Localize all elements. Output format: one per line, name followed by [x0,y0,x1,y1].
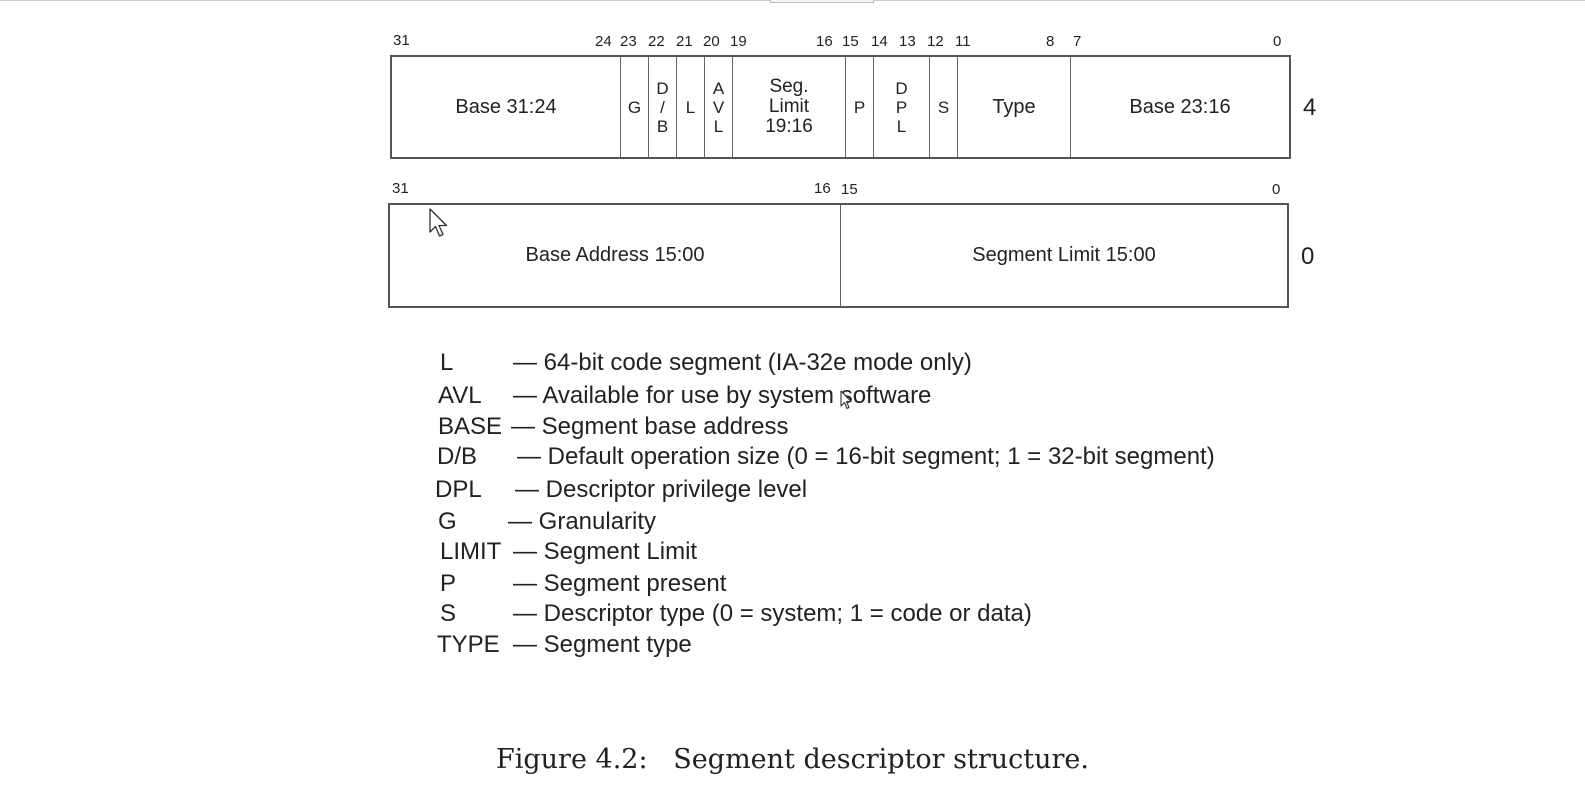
field-label-char: V [712,97,725,117]
bit-label: 21 [676,33,693,50]
field-avl: A V L [704,57,732,157]
field-label-char: D [895,78,908,98]
viewer-scroll-tab[interactable] [770,0,874,3]
field-label-char: P [895,97,908,117]
field-s: S [929,57,957,157]
bit-label: 13 [899,33,916,50]
legend-desc: — Segment present [513,570,727,597]
field-dpl: D P L [873,57,929,157]
legend-item: G — Granularity [438,508,656,536]
field-label: Base 31:24 [455,95,557,118]
legend-desc: — 64-bit code segment (IA-32e mode only) [513,349,972,376]
mouse-pointer-icon [429,208,448,237]
legend-desc: — Available for use by system software [513,382,932,409]
bit-label: 15 [842,33,859,50]
bit-label: 14 [871,33,888,50]
field-label: S [937,97,950,117]
figure-caption: Figure 4.2: Segment descriptor structure… [496,744,1089,775]
legend-item: D/B — Default operation size (0 = 16-bit… [437,443,1215,471]
legend-item: S — Descriptor type (0 = system; 1 = cod… [440,600,1032,628]
field-label: Base 23:16 [1129,95,1231,118]
field-db: D / B [648,57,676,157]
field-label: G [627,97,642,117]
legend-abbr: TYPE [437,631,500,658]
field-label: L [685,97,696,117]
legend-abbr: L [440,349,454,376]
dword-offset-label: 0 [1301,243,1315,270]
field-label-line: Limit [768,96,810,117]
field-label-char: D [656,78,669,98]
bit-label: 24 [595,33,612,50]
bit-label: 16 [816,33,833,50]
bit-label: 12 [927,33,944,50]
legend-desc: — Segment Limit [513,538,698,565]
bit-label: 19 [730,33,747,50]
legend-desc: — Segment base address [511,413,789,440]
bit-label: 11 [955,33,971,50]
high-dword-fields: Base 31:24 G D / B L A V L [390,55,1291,159]
legend-desc: — Granularity [508,508,657,535]
legend-item: P — Segment present [440,570,726,598]
field-base-15-00: Base Address 15:00 [390,205,840,306]
legend-item: LIMIT — Segment Limit [440,538,697,566]
legend-item: AVL — Available for use by system softwa… [438,382,931,410]
dword-offset-label: 4 [1303,94,1317,121]
field-label-char: B [656,116,669,136]
bit-label: 0 [1272,181,1281,198]
field-label: Base Address 15:00 [525,244,705,266]
legend-abbr: AVL [438,382,482,409]
field-segment-limit-15-00: Segment Limit 15:00 [840,205,1287,306]
legend-item: TYPE — Segment type [437,631,692,659]
legend-abbr: BASE [438,413,503,440]
field-label-char: L [713,116,724,136]
legend-desc: — Descriptor privilege level [515,476,808,503]
field-base-31-24: Base 31:24 [392,57,620,157]
text-cursor-icon [840,390,852,410]
legend-desc: — Default operation size (0 = 16-bit seg… [517,443,1215,470]
bit-label: 8 [1046,33,1055,50]
legend-item: BASE — Segment base address [438,413,789,441]
field-label: P [853,97,866,117]
low-dword-fields: Base Address 15:00 Segment Limit 15:00 [388,203,1289,308]
legend-desc: — Descriptor type (0 = system; 1 = code … [513,600,1032,627]
field-label: Segment Limit 15:00 [972,244,1156,266]
field-label-char: L [896,116,907,136]
field-type: Type [957,57,1070,157]
bit-label: 23 [620,33,637,50]
legend-abbr: S [440,600,457,627]
bit-label: 31 [393,32,410,49]
bit-label: 15 [841,181,858,198]
bit-label: 16 [814,180,831,197]
field-p: P [845,57,873,157]
legend-abbr: LIMIT [440,538,502,565]
bit-label: 0 [1273,33,1282,50]
field-label: Type [992,95,1036,118]
legend-abbr: G [438,508,457,535]
field-l: L [676,57,704,157]
legend-abbr: D/B [437,443,478,470]
bit-label: 20 [703,33,720,50]
bit-label: 22 [648,33,665,50]
legend-item: L — 64-bit code segment (IA-32e mode onl… [440,349,972,377]
legend-abbr: DPL [435,476,482,503]
field-label-char: / [660,97,665,117]
legend-item: DPL — Descriptor privilege level [435,476,807,504]
field-seg-limit-19-16: Seg. Limit 19:16 [732,57,845,157]
legend-desc: — Segment type [513,631,692,658]
legend-abbr: P [440,570,457,597]
field-label-line: Seg. [769,76,809,97]
field-label-line: 19:16 [765,116,813,137]
bit-label: 7 [1073,33,1082,50]
field-base-23-16: Base 23:16 [1070,57,1289,157]
field-g: G [620,57,648,157]
field-label-char: A [712,78,725,98]
bit-label: 31 [392,180,409,197]
